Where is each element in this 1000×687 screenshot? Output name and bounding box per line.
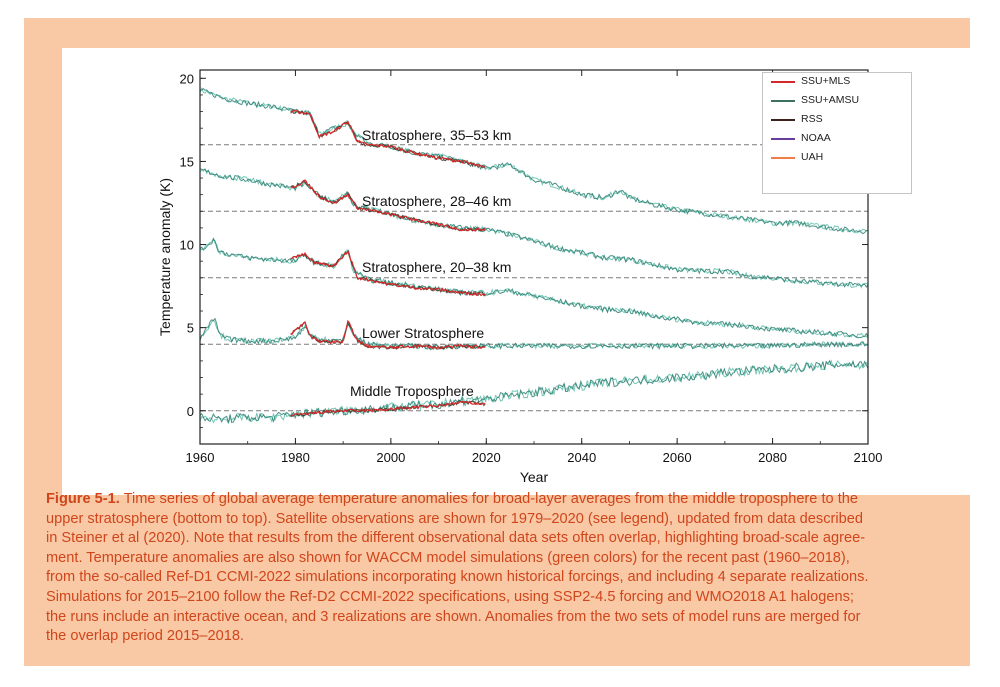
- caption-line: Time series of global average temperatur…: [119, 491, 858, 507]
- model-realization-line: [199, 168, 869, 289]
- legend-label: SSU+AMSU: [801, 94, 860, 106]
- x-tick-label: 2020: [472, 450, 501, 465]
- y-tick-label: 5: [187, 321, 194, 336]
- caption-line: the overlap period 2015–2018.: [46, 628, 244, 645]
- legend-swatch: [771, 100, 795, 102]
- x-tick-label: 1960: [186, 450, 215, 465]
- legend: SSU+MLS SSU+AMSU RSS NOAA UAH: [762, 72, 912, 194]
- legend-label: UAH: [801, 151, 824, 163]
- model-realization-line: [199, 359, 869, 425]
- y-tick-label: 0: [187, 404, 194, 419]
- caption-line: upper stratosphere (bottom to top). Sate…: [46, 510, 863, 527]
- figure-frame: Stratosphere, 35–53 km Stratosphere, 28–4…: [24, 18, 982, 666]
- chart-panel: Stratosphere, 35–53 km Stratosphere, 28–4…: [62, 48, 982, 495]
- model-realization-line: [199, 237, 869, 339]
- legend-item: NOAA: [763, 130, 911, 149]
- caption-line: from the so-called Ref-D1 CCMI-2022 simu…: [46, 569, 869, 586]
- legend-swatch: [771, 81, 795, 83]
- legend-swatch: [771, 119, 795, 121]
- panel-label: Stratosphere, 20–38 km: [362, 259, 511, 275]
- x-tick-label: 2040: [567, 450, 596, 465]
- caption-line: Simulations for 2015–2100 follow the Ref…: [46, 588, 854, 605]
- y-tick-label: 10: [180, 238, 194, 253]
- legend-item: RSS: [763, 111, 911, 130]
- satellite-series-line: [290, 179, 486, 232]
- legend-item: SSU+MLS: [763, 73, 911, 92]
- caption-label: Figure 5-1.: [46, 491, 120, 507]
- x-tick-label: 2000: [376, 450, 405, 465]
- satellite-series-line: [290, 109, 486, 168]
- panel-label: Stratosphere, 35–53 km: [362, 127, 511, 143]
- caption-line: the runs include an interactive ocean, a…: [46, 608, 861, 625]
- caption-line: in Steiner et al (2020). Note that resul…: [46, 530, 866, 547]
- model-realization-line: [199, 359, 869, 424]
- model-realization-line: [199, 317, 869, 351]
- model-realization-line: [199, 319, 869, 351]
- x-tick-label: 2080: [758, 450, 787, 465]
- satellite-series-line: [290, 400, 486, 418]
- x-tick-label: 2060: [663, 450, 692, 465]
- panel-label: Lower Stratosphere: [362, 325, 484, 341]
- legend-label: SSU+MLS: [801, 75, 851, 87]
- y-tick-label: 15: [180, 154, 194, 169]
- caption-line: ment. Temperature anomalies are also sho…: [46, 549, 850, 566]
- satellite-series-line: [290, 400, 486, 417]
- x-axis-label: Year: [520, 469, 549, 485]
- satellite-series-line: [290, 249, 486, 297]
- legend-swatch: [771, 157, 795, 159]
- figure-caption: Figure 5-1. Time series of global averag…: [46, 490, 956, 647]
- y-tick-label: 20: [180, 71, 194, 86]
- legend-label: RSS: [801, 113, 823, 125]
- chart-svg: Stratosphere, 35–53 km Stratosphere, 28–4…: [157, 69, 883, 485]
- legend-swatch: [771, 138, 795, 140]
- satellite-series-line: [290, 319, 486, 350]
- panel-label: Middle Troposphere: [350, 383, 474, 399]
- legend-item: SSU+AMSU: [763, 92, 911, 111]
- panel-label: Stratosphere, 28–46 km: [362, 193, 511, 209]
- legend-item: UAH: [763, 149, 911, 168]
- x-tick-label: 2100: [854, 450, 883, 465]
- x-tick-label: 1980: [281, 450, 310, 465]
- legend-label: NOAA: [801, 132, 831, 144]
- model-realization-line: [199, 238, 869, 339]
- y-axis-label: Temperature anomaly (K): [157, 178, 173, 336]
